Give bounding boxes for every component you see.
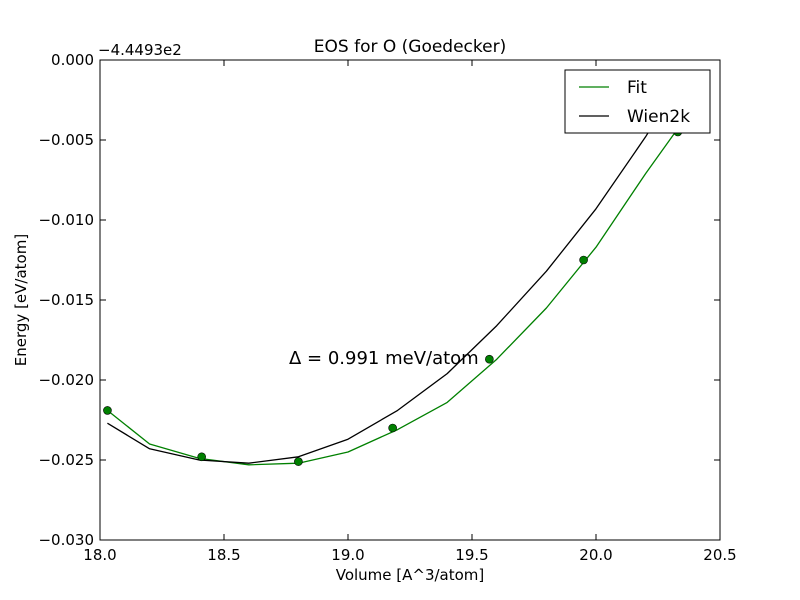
data-point [294, 457, 303, 466]
y-tick-label: −0.015 [38, 291, 94, 309]
x-tick-label: 20.0 [579, 546, 612, 564]
x-tick-label: 20.5 [703, 546, 736, 564]
legend-label-wien2k: Wien2k [627, 107, 690, 127]
data-point [103, 406, 112, 415]
data-point [388, 423, 397, 433]
x-tick-label: 19.0 [331, 546, 364, 564]
y-tick-label: −0.030 [38, 531, 94, 549]
legend: Fit Wien2k [564, 69, 711, 134]
y-offset-text: −4.4493e2 [98, 41, 182, 59]
y-axis-label: Energy [eV/atom] [12, 234, 30, 366]
x-axis-label: Volume [A^3/atom] [336, 566, 485, 584]
legend-label-fit: Fit [627, 78, 647, 98]
data-point [485, 354, 494, 364]
y-tick-label: −0.020 [38, 371, 94, 389]
series-layer [103, 88, 683, 466]
data-point [197, 452, 206, 462]
x-tick-label: 18.0 [83, 546, 116, 564]
plot-frame [99, 59, 721, 541]
ticks-layer: 18.0 18.5 19.0 19.5 20.0 20.5 0.000 −0.005 −0.01… [38, 51, 736, 564]
x-tick-label: 18.5 [207, 546, 240, 564]
data-point [579, 255, 588, 265]
y-tick-label: −0.005 [38, 131, 94, 149]
delta-annotation: Δ = 0.991 meV/atom [289, 348, 479, 369]
y-tick-label: −0.010 [38, 211, 94, 229]
chart-title: EOS for O (Goedecker) [314, 37, 506, 57]
y-tick-label: −0.025 [38, 451, 94, 469]
x-tick-label: 19.5 [455, 546, 488, 564]
legend-box [564, 69, 711, 134]
y-tick-label: 0.000 [51, 51, 94, 69]
